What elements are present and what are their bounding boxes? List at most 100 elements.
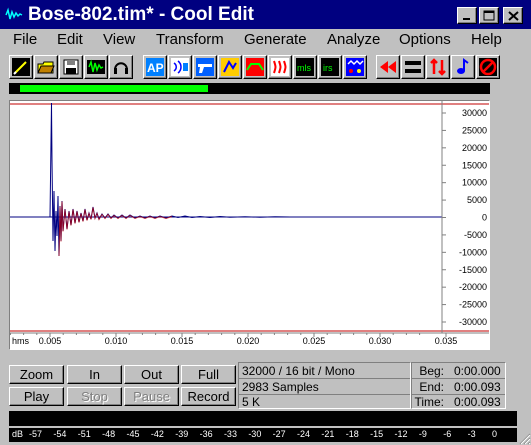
x-tick-label: 0.005: [39, 336, 62, 346]
flange-button[interactable]: [218, 55, 242, 79]
close-button[interactable]: [503, 7, 523, 24]
reverse-button[interactable]: [426, 55, 450, 79]
rewind-button[interactable]: [376, 55, 400, 79]
y-tick-label: -25000: [459, 300, 487, 310]
x-tick-label: 0.015: [171, 336, 194, 346]
record-button[interactable]: Record: [181, 387, 236, 406]
reverse-icon: [430, 58, 446, 76]
open-file-icon: [37, 61, 55, 74]
y-tick-label: 30000: [462, 108, 487, 118]
mls-button[interactable]: mls: [293, 55, 317, 79]
stop-button[interactable]: Stop: [67, 387, 122, 406]
waveform-envelope: [58, 201, 173, 257]
brainwave-icon: [271, 58, 289, 76]
invert-button[interactable]: [401, 55, 425, 79]
db-tick-label: -12: [394, 429, 408, 439]
db-tick-label: -45: [126, 429, 140, 439]
maximize-button[interactable]: [479, 7, 499, 24]
y-tick-label: 20000: [462, 143, 487, 153]
y-tick-label: -5000: [464, 230, 487, 240]
edit-view-button[interactable]: [9, 55, 33, 79]
db-tick-label: -42: [150, 429, 164, 439]
svg-text:mls: mls: [297, 63, 311, 73]
envelope-icon: [246, 58, 264, 76]
title-bar[interactable]: Bose-802.tim* - Cool Edit: [0, 0, 531, 29]
db-tick-label: -15: [370, 429, 384, 439]
overview-bar[interactable]: [9, 83, 490, 94]
y-tick-label: 15000: [462, 160, 487, 170]
menu-transform[interactable]: Transform: [156, 31, 224, 48]
format-text: 32000 / 16 bit / Mono: [242, 364, 355, 378]
window-title: Bose-802.tim* - Cool Edit: [28, 4, 254, 25]
time-info-panel: Beg: 0:00.000 End: 0:00.093 Time: 0:00.0…: [411, 362, 506, 409]
headphones-icon: [114, 62, 128, 74]
open-file-button[interactable]: [34, 55, 58, 79]
waveform-display[interactable]: 30000 25000 20000 15000 10000 5000 0 -5000 -1000…: [9, 100, 490, 350]
time-label: Time:: [414, 395, 444, 409]
mls-icon: mls: [296, 58, 314, 76]
db-tick-label: -54: [53, 429, 67, 439]
x-axis-ticks: hms 0.005 0.010 0.015 0.020 0.025 0.030 0.035: [10, 333, 457, 346]
headphones-button[interactable]: [109, 55, 133, 79]
menu-help[interactable]: Help: [471, 31, 502, 48]
no-icon: [479, 58, 497, 76]
zoom-out-button[interactable]: Out: [124, 365, 179, 384]
save-button[interactable]: [59, 55, 83, 79]
envelope-button[interactable]: [243, 55, 267, 79]
noise-button[interactable]: [168, 55, 192, 79]
db-tick-label: -39: [175, 429, 189, 439]
level-meter-scale: dB -57 -54 -51 -48 -45 -42 -39 -36 -33 -30 -27 -24-…: [9, 428, 517, 442]
amplify-button[interactable]: AP: [143, 55, 167, 79]
amplify-icon: AP: [146, 58, 164, 76]
db-tick-label: -48: [102, 429, 116, 439]
zoom-full-button[interactable]: Full: [181, 365, 236, 384]
overview-visible-range[interactable]: [20, 85, 208, 92]
samples-text: 2983 Samples: [242, 380, 319, 394]
menu-view[interactable]: View: [103, 31, 136, 48]
irs-button[interactable]: irs: [318, 55, 342, 79]
x-tick-label: 0.025: [303, 336, 326, 346]
y-tick-label: 0: [482, 213, 487, 223]
end-label: End:: [419, 380, 444, 394]
app-icon[interactable]: [5, 7, 23, 23]
menu-options[interactable]: Options: [399, 31, 451, 48]
menu-edit[interactable]: Edit: [57, 31, 83, 48]
svg-text:AP: AP: [147, 61, 164, 75]
zoom-in-button[interactable]: In: [67, 365, 122, 384]
menu-bar: File Edit View Transform Generate Analyz…: [0, 29, 531, 51]
menu-analyze[interactable]: Analyze: [327, 31, 381, 48]
gun-button[interactable]: [193, 55, 217, 79]
play-button[interactable]: Play: [9, 387, 64, 406]
toolbar: AP mls irs: [0, 52, 531, 82]
menu-generate[interactable]: Generate: [244, 31, 307, 48]
db-tick-label: 0: [492, 429, 498, 439]
waveform-trace: [10, 102, 291, 257]
save-icon: [63, 59, 79, 75]
db-tick-label: -18: [345, 429, 359, 439]
brainwave-button[interactable]: [268, 55, 292, 79]
gun-icon: [196, 58, 214, 76]
close-icon: [507, 10, 519, 21]
menu-file[interactable]: File: [13, 31, 38, 48]
stereo-field-button[interactable]: [343, 55, 367, 79]
cd-track-button[interactable]: [84, 55, 108, 79]
noise-icon: [171, 58, 189, 76]
db-tick-label: -36: [199, 429, 213, 439]
y-tick-label: -20000: [459, 282, 487, 292]
end-value: 0:00.093: [454, 380, 501, 394]
music-note-icon: [457, 58, 469, 74]
irs-icon: irs: [321, 58, 339, 76]
no-button[interactable]: [476, 55, 500, 79]
invert-icon: [405, 61, 421, 73]
waveform-canvas[interactable]: 30000 25000 20000 15000 10000 5000 0 -5000 -1000…: [10, 101, 489, 349]
cd-track-icon: [87, 59, 105, 74]
music-note-button[interactable]: [451, 55, 475, 79]
y-tick-label: -15000: [459, 265, 487, 275]
y-axis-labels: 30000 25000 20000 15000 10000 5000 0 -5000 -1000…: [442, 108, 487, 327]
zoom-button[interactable]: Zoom: [9, 365, 64, 384]
pause-button[interactable]: Pause: [124, 387, 179, 406]
minimize-icon: [463, 17, 470, 20]
minimize-button[interactable]: [457, 7, 477, 24]
db-tick-label: -21: [321, 429, 335, 439]
resize-grip-icon[interactable]: [517, 431, 531, 445]
